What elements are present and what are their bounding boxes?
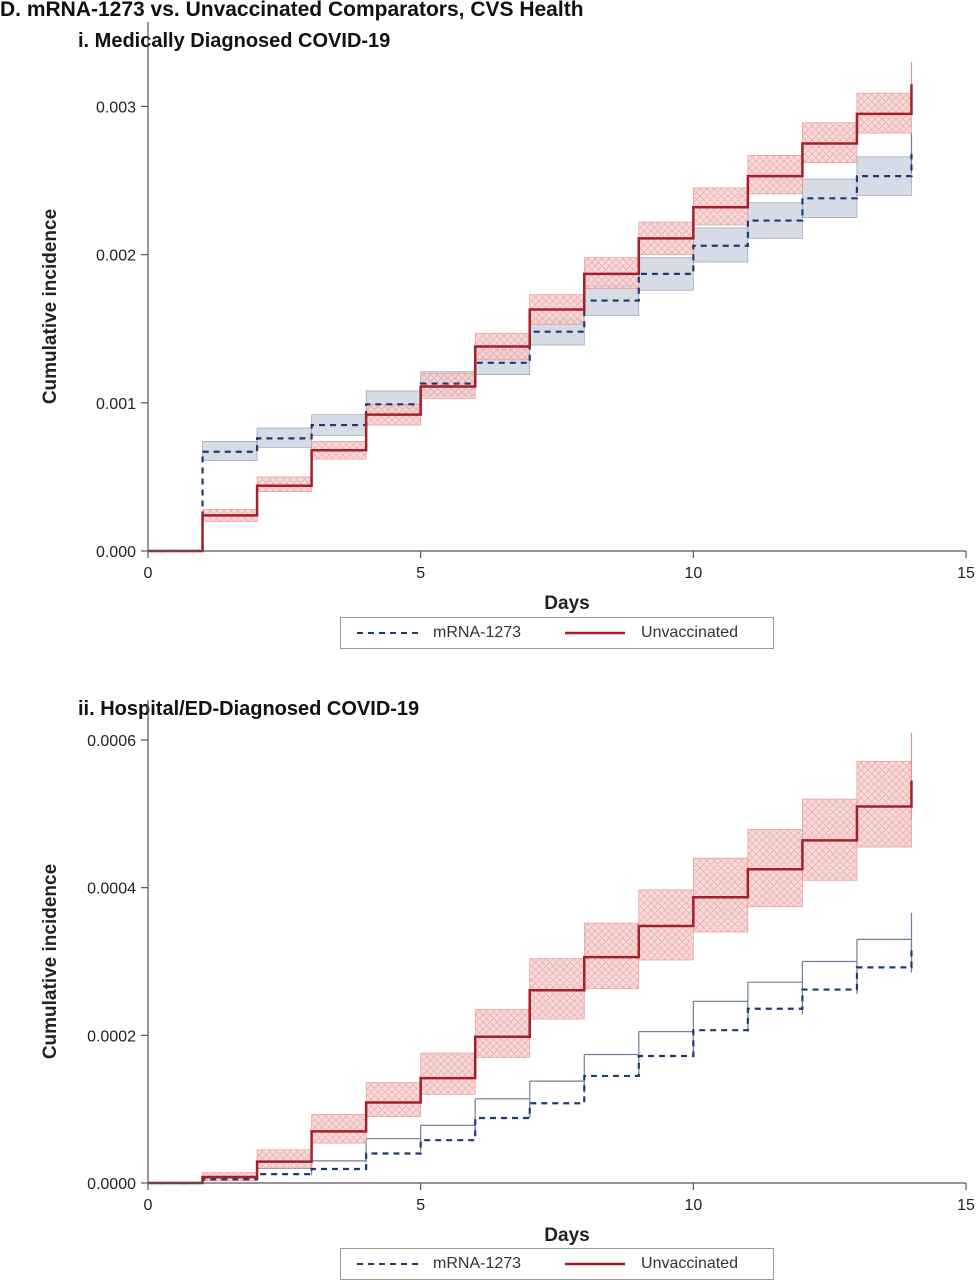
ci-band-Unvaccinated-3 (311, 1114, 367, 1144)
y-axis-label: Cumulative incidence (40, 209, 61, 404)
series-line-mRNA-1273 (148, 945, 913, 1185)
legend-swatch-unvacc (565, 631, 626, 635)
y-tick-label: 0.002 (96, 248, 136, 265)
legend-item-mrna-2: mRNA-1273 (355, 1255, 521, 1273)
x-tick-label: 10 (684, 565, 702, 582)
x-axis-label: Days (544, 1225, 589, 1246)
ci-band-Unvaccinated-13 (856, 761, 912, 848)
ci-band-Unvaccinated-11 (747, 155, 803, 195)
x-tick-label: 5 (416, 1197, 425, 1214)
x-axis-label: Days (544, 593, 589, 614)
y-axis-label: Cumulative incidence (40, 864, 61, 1059)
series-line-Unvaccinated (148, 780, 913, 1185)
legend-label-unvacc: Unvaccinated (641, 624, 738, 641)
y-tick-label: 0.0000 (87, 1176, 136, 1193)
legend-item-unvacc: Unvaccinated (563, 624, 738, 642)
x-tick-label: 15 (957, 565, 975, 582)
legend-panel-1: mRNA-1273 Unvaccinated (340, 617, 774, 649)
y-tick-label: 0.003 (96, 99, 136, 116)
ci-band-Unvaccinated-10 (693, 857, 749, 933)
y-tick-label: 0.001 (96, 396, 136, 413)
x-tick-label: 5 (416, 565, 425, 582)
series-line-mRNA-1273 (148, 153, 913, 553)
legend-item-mrna: mRNA-1273 (355, 624, 521, 642)
panel-2-title: ii. Hospital/ED-Diagnosed COVID-19 (78, 698, 420, 720)
series-line-Unvaccinated (148, 84, 913, 553)
x-tick-label: 0 (144, 1197, 153, 1214)
figure-title: D. mRNA-1273 vs. Unvaccinated Comparator… (0, 0, 584, 21)
legend-panel-2: mRNA-1273 Unvaccinated (340, 1248, 774, 1280)
ci-band-Unvaccinated-5 (420, 1052, 476, 1095)
y-tick-label: 0.000 (96, 544, 136, 561)
x-tick-label: 15 (957, 1197, 975, 1214)
x-tick-label: 0 (144, 565, 153, 582)
ci-band-Unvaccinated-4 (365, 1082, 421, 1117)
legend-label-mrna-2: mRNA-1273 (433, 1255, 522, 1272)
y-tick-label: 0.0004 (87, 881, 136, 898)
legend-swatch-mrna-2 (357, 1263, 421, 1265)
panel-1-title: i. Medically Diagnosed COVID-19 (78, 30, 391, 52)
ci-band-Unvaccinated-6 (474, 1009, 531, 1058)
chart-panel-1: 0.000 0.001 0.002 0.003 0 5 10 15 Days Cumulative… (40, 22, 975, 614)
ci-band-mRNA-1273-9 (638, 257, 694, 291)
ci-band-Unvaccinated-2 (256, 1149, 312, 1169)
ci-band-Unvaccinated-7 (529, 958, 585, 1020)
y-tick-label: 0.0002 (87, 1028, 136, 1045)
x-tick-label: 10 (684, 1197, 702, 1214)
legend-label-mrna: mRNA-1273 (433, 624, 522, 641)
legend-swatch-unvacc-2 (565, 1262, 626, 1266)
legend-label-unvacc-2: Unvaccinated (641, 1255, 738, 1272)
legend-item-unvacc-2: Unvaccinated (563, 1255, 738, 1273)
y-tick-label: 0.0006 (87, 733, 136, 750)
